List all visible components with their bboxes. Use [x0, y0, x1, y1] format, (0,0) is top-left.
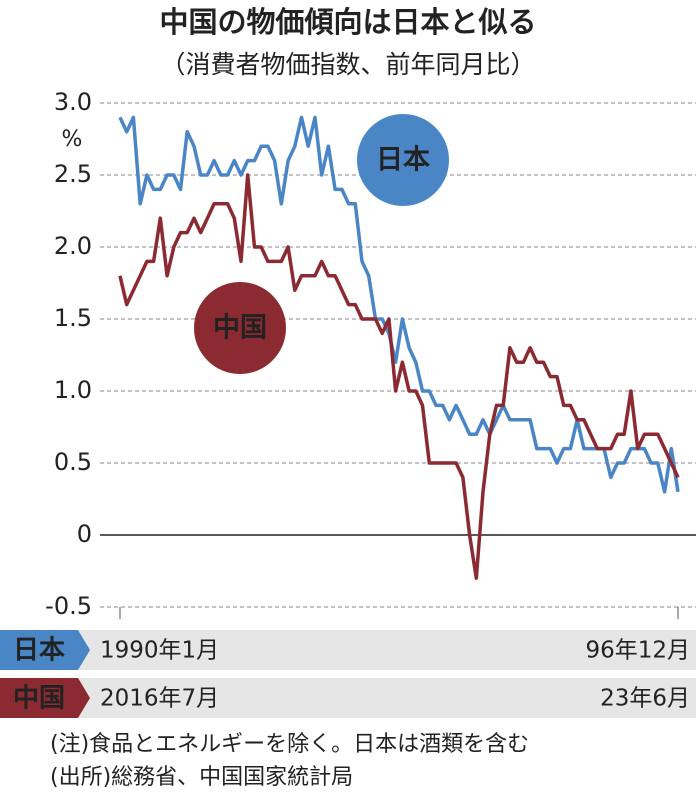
y-tick-label: -0.5: [45, 592, 92, 620]
y-unit: %: [62, 127, 83, 152]
y-tick-label: 0: [77, 520, 92, 548]
series-label-bg: [357, 114, 449, 206]
chart-title: 中国の物価傾向は日本と似る: [159, 5, 536, 39]
y-tick-label: 0.5: [54, 448, 92, 476]
legend-badge: [0, 678, 90, 718]
series-label-bg: [194, 282, 286, 374]
chart-subtitle: （消費者物価指数、前年同月比）: [160, 50, 535, 79]
x-start-label: 2016年7月: [100, 686, 219, 712]
y-tick-label: 2.5: [54, 160, 92, 188]
note: (注)食品とエネルギーを除く。日本は酒類を含む: [50, 732, 529, 757]
x-row-bg: [0, 630, 696, 670]
x-end-label: 23年6月: [600, 686, 690, 712]
y-tick-label: 1.0: [54, 376, 92, 404]
x-row-bg: [0, 678, 696, 718]
note: (出所)総務省、中国国家統計局: [50, 765, 353, 790]
series-line: [118, 115, 680, 494]
y-tick-label: 2.0: [54, 232, 92, 260]
series-line: [118, 173, 680, 580]
y-tick-label: 3.0: [54, 88, 92, 116]
series-label: 中国: [213, 313, 267, 344]
legend-badge: [0, 630, 90, 670]
legend-label: 中国: [13, 684, 65, 714]
x-start-label: 1990年1月: [100, 638, 219, 664]
x-end-label: 96年12月: [585, 638, 690, 664]
legend-label: 日本: [13, 636, 65, 666]
series-label: 日本: [376, 145, 430, 176]
y-tick-label: 1.5: [54, 304, 92, 332]
